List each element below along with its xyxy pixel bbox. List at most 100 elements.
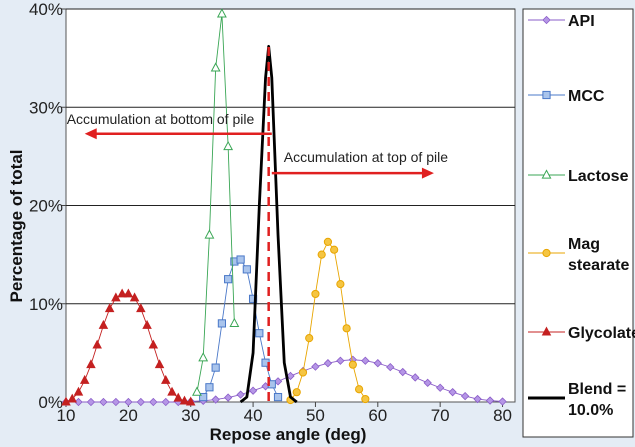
data-point bbox=[342, 324, 351, 333]
data-point bbox=[79, 374, 90, 384]
data-point bbox=[167, 386, 177, 396]
data-point bbox=[217, 319, 227, 328]
legend-item: API bbox=[528, 13, 595, 30]
series-5 bbox=[239, 44, 298, 404]
data-point bbox=[73, 386, 84, 396]
legend-label: MCC bbox=[568, 88, 605, 105]
data-point bbox=[161, 397, 170, 407]
data-point bbox=[74, 397, 83, 407]
data-point bbox=[229, 317, 240, 327]
data-point bbox=[99, 397, 108, 407]
series-4 bbox=[61, 288, 196, 406]
legend-box bbox=[522, 8, 634, 438]
data-point bbox=[273, 392, 283, 402]
arrow-head bbox=[421, 167, 434, 179]
data-point bbox=[298, 368, 308, 377]
data-point bbox=[67, 393, 78, 403]
data-point bbox=[192, 386, 202, 396]
data-point bbox=[136, 397, 145, 407]
x-axis-ticks: 10 20 30 40 50 60 70 80 bbox=[57, 402, 512, 425]
data-point bbox=[373, 359, 382, 368]
data-point bbox=[354, 385, 364, 394]
data-point bbox=[161, 374, 171, 384]
x-tick-label: 30 bbox=[181, 406, 200, 425]
data-point bbox=[129, 292, 140, 302]
data-point bbox=[398, 367, 407, 377]
data-point bbox=[330, 245, 339, 254]
data-point bbox=[198, 352, 209, 362]
data-point bbox=[411, 373, 420, 382]
data-point bbox=[61, 396, 71, 406]
legend-label: Glycolate bbox=[568, 325, 635, 342]
x-tick-label: 20 bbox=[119, 406, 138, 425]
legend-marker bbox=[542, 248, 551, 258]
legend-label: Lactose bbox=[568, 168, 629, 185]
legend-label: Blend = 10.0% bbox=[568, 381, 626, 419]
data-point bbox=[104, 303, 115, 313]
data-point bbox=[98, 319, 109, 329]
legend-marker bbox=[541, 169, 552, 179]
y-tick-label: 0% bbox=[38, 393, 63, 412]
data-point bbox=[436, 383, 445, 392]
data-point bbox=[386, 362, 395, 372]
x-tick-label: 10 bbox=[57, 406, 76, 425]
y-tick-label: 20% bbox=[29, 197, 63, 216]
data-point bbox=[255, 329, 264, 338]
data-point bbox=[148, 339, 159, 349]
data-point bbox=[236, 255, 245, 264]
annotation-label: Accumulation at top of pile bbox=[284, 149, 448, 165]
legend-marker bbox=[542, 15, 551, 25]
data-point bbox=[292, 388, 301, 397]
x-tick-label: 70 bbox=[431, 406, 450, 425]
data-point bbox=[323, 359, 333, 368]
data-point bbox=[236, 390, 245, 399]
legend-item: Mag stearate bbox=[528, 236, 629, 274]
data-point bbox=[199, 392, 208, 402]
data-point bbox=[216, 8, 227, 18]
data-point bbox=[305, 334, 314, 343]
data-point bbox=[317, 250, 326, 259]
legend-marker bbox=[542, 90, 551, 100]
x-axis-title: Repose angle (deg) bbox=[210, 425, 367, 444]
data-point bbox=[111, 397, 121, 407]
data-point bbox=[361, 394, 370, 404]
data-point bbox=[210, 62, 221, 72]
data-point bbox=[211, 363, 220, 372]
annotation-layer: Accumulation at bottom of pile Accumulati… bbox=[67, 111, 448, 179]
data-point bbox=[204, 229, 215, 239]
data-point bbox=[179, 395, 190, 405]
y-axis-ticks: 0% 10% 20% 30% 40% bbox=[29, 0, 66, 412]
y-tick-label: 10% bbox=[29, 295, 63, 314]
arrow-head bbox=[84, 128, 97, 140]
x-tick-label: 80 bbox=[493, 406, 512, 425]
data-point bbox=[460, 391, 470, 401]
data-point bbox=[473, 394, 482, 404]
data-point bbox=[286, 371, 295, 381]
data-point bbox=[336, 356, 345, 365]
data-point bbox=[273, 377, 283, 386]
legend-item: Glycolate bbox=[528, 325, 635, 342]
data-point bbox=[498, 397, 507, 406]
data-point bbox=[323, 237, 333, 246]
series-1 bbox=[199, 255, 283, 402]
data-point bbox=[448, 388, 457, 397]
data-point bbox=[423, 378, 432, 388]
legend-item: MCC bbox=[528, 88, 605, 105]
legend-item: Lactose bbox=[528, 168, 629, 185]
legend: API MCC Lactose Mag stearate Glycolate Blend =… bbox=[528, 13, 635, 419]
data-point bbox=[124, 397, 133, 407]
x-tick-label: 40 bbox=[244, 406, 263, 425]
data-point bbox=[205, 383, 214, 392]
data-point bbox=[86, 359, 96, 369]
data-point bbox=[311, 289, 320, 299]
data-point bbox=[149, 397, 158, 407]
data-point bbox=[86, 397, 96, 407]
x-tick-label: 60 bbox=[368, 406, 387, 425]
data-point bbox=[173, 392, 184, 402]
data-point bbox=[242, 265, 251, 274]
data-point bbox=[117, 288, 127, 298]
data-point bbox=[223, 393, 233, 402]
legend-item: Blend = 10.0% bbox=[528, 381, 626, 419]
data-point bbox=[123, 288, 134, 298]
